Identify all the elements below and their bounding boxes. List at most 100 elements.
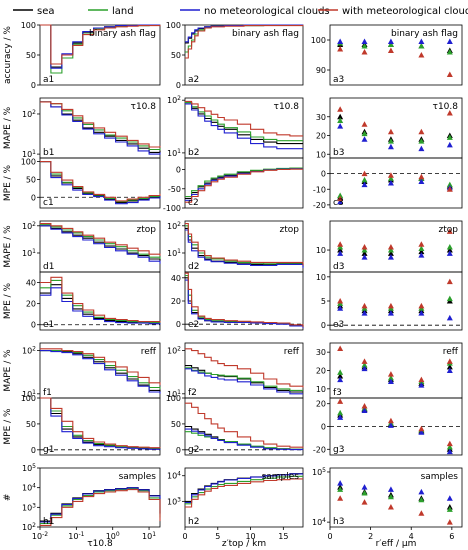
series-point xyxy=(337,398,344,404)
series-point xyxy=(446,448,453,455)
series-point xyxy=(446,38,453,44)
series-line xyxy=(40,284,160,325)
panel-g1: 0 50 100 g1 xyxy=(21,394,161,456)
y-tick-label: 100 xyxy=(21,158,36,167)
panel-frame xyxy=(39,397,161,456)
series-point xyxy=(387,38,394,44)
panel-frame xyxy=(39,271,161,331)
panel-id: h2 xyxy=(188,517,199,527)
series-point xyxy=(418,310,425,316)
y-tick-label: 30 xyxy=(316,113,326,122)
series-line xyxy=(185,168,303,201)
y-tick-label: 20 xyxy=(171,297,181,306)
panel-id: g1 xyxy=(43,445,54,455)
legend-label: land xyxy=(112,6,134,17)
panel-id: f1 xyxy=(43,388,52,398)
panel-e1: 0 20 40 e1 xyxy=(26,271,161,331)
y-tick-label: 10 xyxy=(316,385,326,394)
y-tick-label: 0 xyxy=(176,81,181,90)
y-tick-label: 30 xyxy=(316,348,326,357)
x-tick-label: 10 xyxy=(245,532,255,541)
panel-a3: 90 100 a3 binary ash flag xyxy=(311,24,463,86)
series-point xyxy=(337,414,344,420)
legend: sea land no meteorological clouds with mete… xyxy=(13,6,468,17)
series-line xyxy=(40,397,161,449)
y-tick-label: 101 xyxy=(22,388,36,399)
y-tick-label: 5 xyxy=(321,297,326,306)
y-tick-label: 20 xyxy=(26,300,36,309)
series-point xyxy=(337,117,344,123)
panel-e2: 0 20 40 e2 xyxy=(171,271,304,331)
y-tick-label: -100 xyxy=(163,204,181,213)
series-point xyxy=(361,402,368,409)
series-point xyxy=(337,247,344,253)
panel-annotation: τ10.8 xyxy=(433,102,459,112)
panel-f2: 101 102 f2 reff xyxy=(167,342,304,399)
series-point xyxy=(387,250,394,256)
y-tick-label: 50 xyxy=(26,175,36,184)
y-tick-label: 105 xyxy=(312,466,326,477)
series-point xyxy=(387,371,394,377)
series-point xyxy=(387,493,394,500)
series-line xyxy=(40,225,161,264)
panel-c1: 0 50 100 c1 xyxy=(21,158,161,209)
series-point xyxy=(361,181,368,188)
series-point xyxy=(418,173,425,180)
y-tick-label: 50 xyxy=(171,51,181,60)
x-tick-label: 10-1 xyxy=(68,531,84,542)
x-tick-label: 4 xyxy=(409,532,414,541)
x-tick-label: 0 xyxy=(327,532,332,541)
panel-id: d1 xyxy=(43,262,54,272)
series-point xyxy=(337,480,344,486)
series-line xyxy=(40,101,161,155)
x-tick-label: 100 xyxy=(106,531,120,542)
y-tick-label: 0 xyxy=(31,193,36,202)
series-point xyxy=(337,345,344,351)
series-point xyxy=(337,244,344,250)
panel-d3: 10 d3 ztop xyxy=(316,220,463,273)
series-point xyxy=(361,499,368,505)
legend-entry: sea xyxy=(13,6,55,17)
y-tick-label: 102 xyxy=(22,522,36,533)
y-tick-label: 101 xyxy=(22,149,36,160)
series-point xyxy=(446,71,453,77)
series-point xyxy=(337,123,344,129)
series-point xyxy=(387,417,394,424)
series-point xyxy=(337,106,344,112)
series-point xyxy=(361,170,368,177)
panel-frame xyxy=(184,467,304,528)
series-line xyxy=(185,25,304,59)
x-tick-label: 2 xyxy=(368,532,373,541)
legend-label: with meteorological clouds xyxy=(342,6,468,17)
series-point xyxy=(387,486,394,492)
series-point xyxy=(361,247,368,253)
x-tick-label: 0 xyxy=(182,532,187,541)
y-tick-label: 100 xyxy=(311,36,326,45)
y-tick-label: 104 xyxy=(22,482,36,493)
y-tick-label: 90 xyxy=(316,66,326,75)
series-point xyxy=(337,298,344,304)
series-point xyxy=(387,175,394,181)
panel-id: c3 xyxy=(333,198,344,208)
y-tick-label: 0 xyxy=(176,166,181,175)
panel-d1: 101 102 d1 ztop xyxy=(22,220,161,273)
panel-id: g3 xyxy=(333,445,344,455)
legend-label: sea xyxy=(37,6,55,17)
series-line xyxy=(185,428,303,451)
series-point xyxy=(337,198,344,205)
series-line xyxy=(185,274,304,328)
series-point xyxy=(446,49,453,55)
series-point xyxy=(337,373,344,379)
row-label: MAPE / % xyxy=(3,106,13,149)
series-line xyxy=(40,397,161,450)
series-point xyxy=(337,369,344,375)
panel-annotation: τ10.8 xyxy=(274,102,300,112)
legend-entry: with meteorological clouds xyxy=(318,6,468,17)
series-line xyxy=(40,489,161,526)
series-point xyxy=(337,195,344,202)
y-tick-label: 101 xyxy=(22,247,36,258)
series-point xyxy=(337,376,344,383)
row-label: MPE / % xyxy=(3,408,13,445)
series-point xyxy=(387,378,394,384)
